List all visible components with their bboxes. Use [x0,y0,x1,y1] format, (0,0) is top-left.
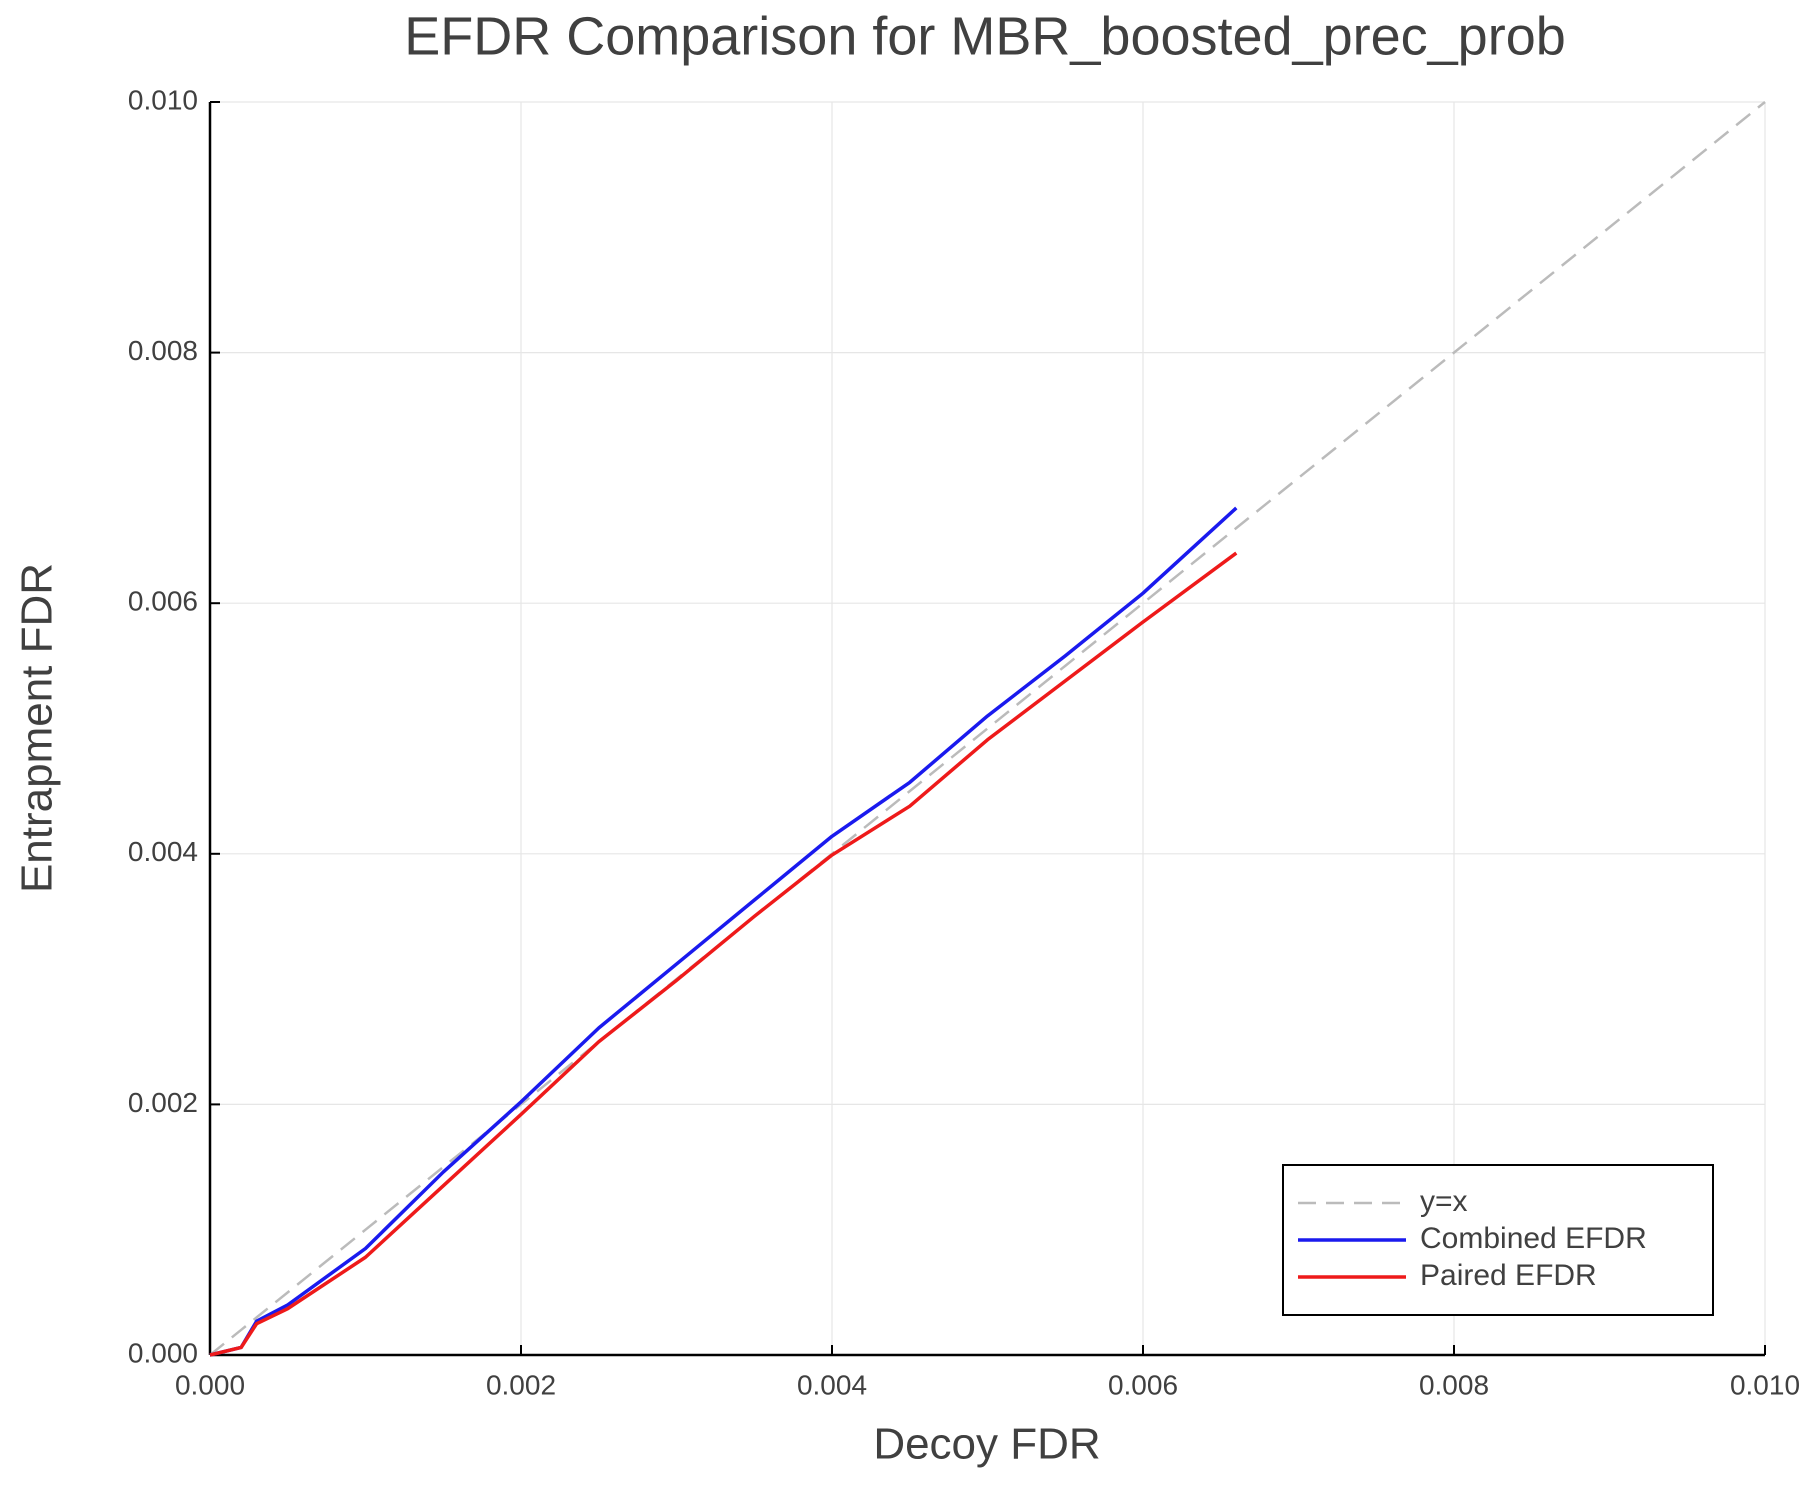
y-tick-label: 0.002 [128,1087,198,1118]
x-tick-label: 0.006 [1108,1369,1178,1400]
x-tick-label: 0.008 [1419,1369,1489,1400]
x-tick-label: 0.000 [175,1369,245,1400]
chart-title: EFDR Comparison for MBR_boosted_prec_pro… [404,6,1566,66]
x-tick-label: 0.002 [486,1369,556,1400]
y-tick-label: 0.006 [128,586,198,617]
y-axis-label: Entrapment FDR [13,563,62,893]
x-axis-label: Decoy FDR [873,1420,1100,1469]
legend-label: y=x [1420,1185,1468,1218]
y-tick-label: 0.010 [128,84,198,115]
series-line [209,506,1238,1357]
legend-label: Combined EFDR [1420,1222,1647,1255]
legend-label: Paired EFDR [1420,1259,1597,1292]
x-tick-label: 0.004 [797,1369,867,1400]
series-line [209,551,1238,1357]
y-tick-label: 0.004 [128,836,198,867]
y-tick-label: 0.008 [128,335,198,366]
y-tick-label: 0.000 [128,1337,198,1368]
x-tick-label: 0.010 [1730,1369,1800,1400]
